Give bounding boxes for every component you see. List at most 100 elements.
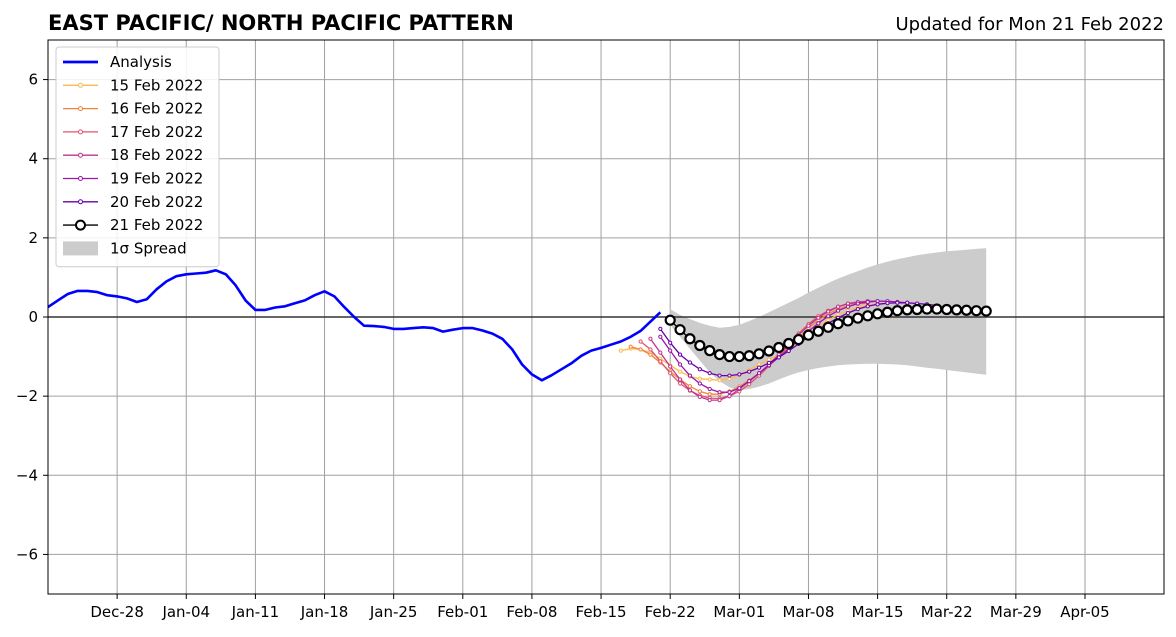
x-tick-label: Feb-01 — [437, 603, 488, 621]
series-line — [620, 302, 888, 381]
series-point — [862, 310, 874, 322]
series-point — [707, 371, 712, 376]
series-point — [658, 326, 663, 331]
series-point — [792, 333, 805, 346]
legend-entry: 17 Feb 2022 — [63, 123, 203, 141]
series-point — [826, 309, 831, 314]
series-point — [664, 314, 676, 326]
series-point — [855, 306, 860, 312]
series-point — [816, 315, 821, 320]
series-point — [865, 304, 870, 309]
y-tick-label: 0 — [28, 308, 38, 326]
legend-entry: 21 Feb 2022 — [63, 216, 203, 234]
series-point — [687, 360, 693, 365]
series-point — [668, 364, 673, 369]
series-point — [753, 348, 765, 360]
series-point — [891, 305, 903, 317]
series-point — [802, 329, 815, 341]
series-point — [786, 348, 791, 354]
series-point — [980, 305, 992, 317]
series-point — [687, 373, 693, 378]
series-point — [648, 352, 653, 357]
x-tick-label: Feb-22 — [645, 603, 696, 621]
series-point — [756, 365, 762, 370]
legend-marker — [78, 82, 83, 88]
legend-label: 19 Feb 2022 — [110, 170, 203, 188]
data-layer — [47, 248, 1164, 403]
series-point — [618, 348, 623, 353]
series-point — [717, 390, 722, 395]
legend-marker — [78, 199, 83, 205]
series-point — [704, 345, 716, 357]
legend-label: 21 Feb 2022 — [110, 216, 203, 234]
legend-marker — [75, 219, 86, 231]
series-point — [901, 304, 913, 316]
series-point — [871, 308, 884, 320]
series-point — [747, 369, 752, 374]
legend-marker — [78, 176, 83, 181]
legend-entry: 20 Feb 2022 — [63, 193, 203, 211]
series-point — [677, 377, 683, 382]
series-point — [707, 392, 712, 397]
legend-marker — [78, 106, 83, 112]
series-point — [960, 304, 973, 316]
series-point — [773, 341, 785, 354]
x-tick-label: Mar-01 — [713, 603, 765, 621]
series-point — [658, 359, 663, 364]
x-tick-label: Mar-15 — [852, 603, 904, 621]
legend-label: 20 Feb 2022 — [110, 193, 203, 211]
series-point — [845, 304, 851, 309]
x-tick-label: Mar-22 — [921, 603, 973, 621]
series-point — [684, 333, 696, 345]
x-tick-label: Jan-18 — [300, 603, 349, 621]
legend-swatch — [63, 241, 98, 256]
series-point — [638, 339, 643, 344]
series-point — [713, 348, 726, 361]
series-point — [816, 321, 821, 326]
y-tick-label: −6 — [16, 545, 38, 563]
y-tick-label: 6 — [28, 71, 38, 89]
series-point — [842, 315, 854, 327]
series-point — [806, 323, 811, 328]
series-point — [674, 324, 686, 336]
series-point — [723, 350, 736, 363]
series-point — [855, 301, 860, 306]
legend-label: 1σ Spread — [110, 239, 187, 257]
legend-label: 16 Feb 2022 — [110, 100, 203, 118]
series-point — [905, 300, 910, 305]
x-tick-label: Jan-25 — [369, 603, 418, 621]
series-point — [707, 386, 712, 392]
series-point — [895, 300, 900, 305]
chart-title: EAST PACIFIC/ NORTH PACIFIC PATTERN — [48, 11, 514, 35]
series-point — [677, 381, 683, 386]
series-point — [707, 377, 712, 382]
x-tick-label: Apr-05 — [1060, 603, 1110, 621]
legend-label: 17 Feb 2022 — [110, 123, 203, 141]
series-point — [832, 318, 844, 330]
chart-subtitle: Updated for Mon 21 Feb 2022 — [895, 14, 1164, 35]
series-point — [911, 303, 923, 316]
y-tick-label: −2 — [16, 387, 38, 405]
series-point — [812, 325, 824, 337]
legend-entry: Analysis — [63, 53, 172, 71]
series-point — [941, 303, 953, 316]
x-tick-label: Mar-29 — [990, 603, 1042, 621]
legend-entry: 1σ Spread — [63, 239, 187, 257]
series-point — [727, 394, 732, 399]
series-point — [668, 340, 673, 345]
series-point — [931, 303, 943, 315]
legend-marker — [78, 129, 83, 135]
x-tick-label: Feb-08 — [506, 603, 557, 621]
legend-label: 15 Feb 2022 — [110, 76, 203, 94]
series-point — [743, 350, 755, 362]
series-point — [875, 302, 880, 307]
series-point — [628, 344, 633, 349]
y-tick-label: 4 — [28, 150, 38, 168]
series-point — [648, 336, 653, 341]
series-point — [717, 373, 722, 378]
legend-marker — [78, 152, 83, 158]
series-point — [783, 337, 795, 350]
legend-entry: 16 Feb 2022 — [63, 100, 203, 118]
series-point — [668, 348, 673, 353]
